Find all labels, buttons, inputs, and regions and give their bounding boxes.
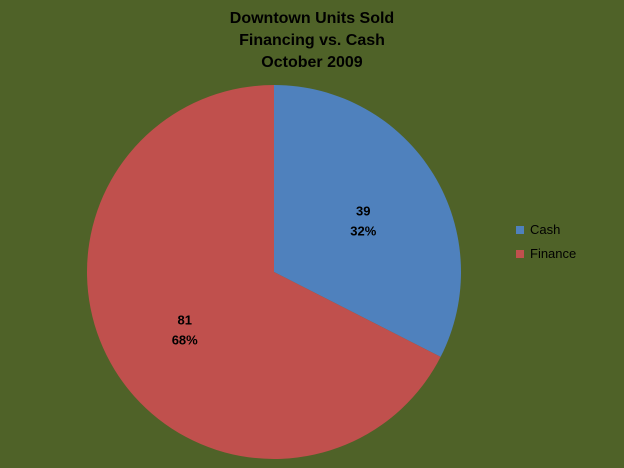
pie-slice-finance: [87, 85, 441, 459]
legend-item-cash: Cash: [516, 218, 576, 242]
data-label-percent-finance: 68%: [172, 333, 198, 348]
chart-legend: Cash Finance: [516, 218, 576, 266]
chart-title-line-1: Downtown Units Sold: [229, 10, 395, 27]
data-label-percent-cash: 32%: [350, 223, 376, 238]
data-label-value-cash: 39: [356, 203, 370, 218]
legend-swatch-cash: [516, 226, 524, 234]
chart-title: Downtown Units Sold Financing vs. Cash O…: [0, 8, 624, 74]
chart-title-line-2: Financing vs. Cash: [239, 32, 385, 49]
legend-item-finance: Finance: [516, 242, 576, 266]
pie-slice-cash: [274, 85, 462, 357]
chart-title-line-3: October 2009: [261, 54, 363, 71]
legend-label-cash: Cash: [530, 222, 561, 237]
data-label-value-finance: 81: [177, 313, 191, 328]
legend-swatch-finance: [516, 250, 524, 258]
legend-label-finance: Finance: [530, 246, 577, 261]
